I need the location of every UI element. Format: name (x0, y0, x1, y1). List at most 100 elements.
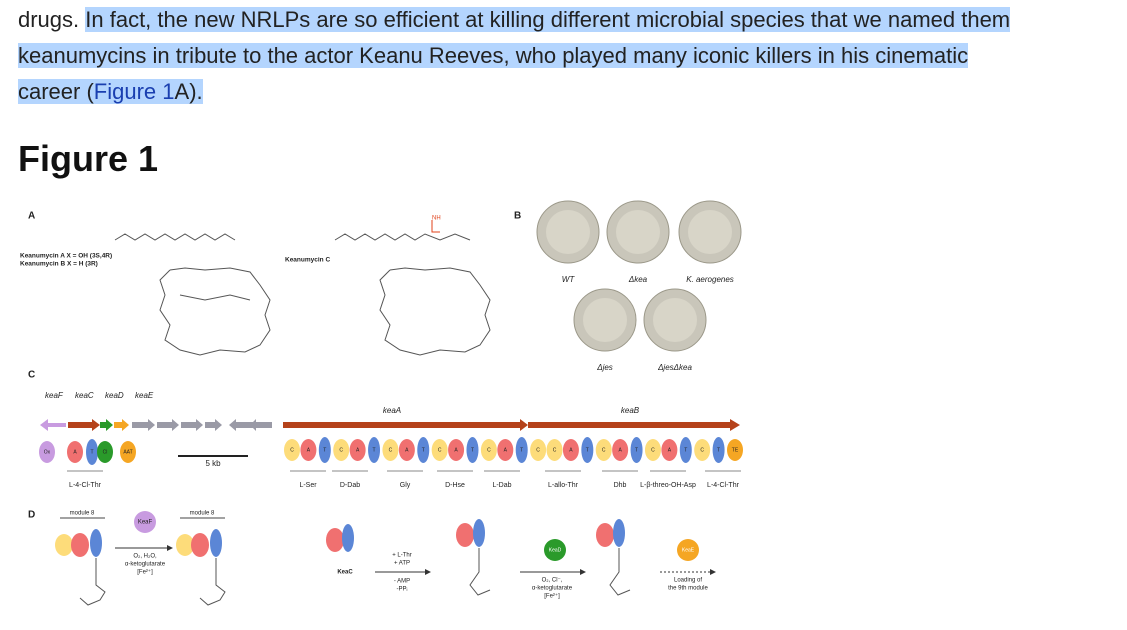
condition: α-ketoglutarate (532, 586, 573, 592)
gene-arrow (528, 419, 740, 431)
domain-label: C (602, 447, 606, 453)
domain-label: A (454, 447, 458, 453)
condition: + L-Thr (392, 553, 412, 559)
condition: + ATP (394, 561, 410, 567)
domain-label: A (668, 447, 672, 453)
domain (679, 437, 692, 463)
figure-link[interactable]: Figure 1 (93, 79, 175, 104)
domain-label: C (651, 447, 655, 453)
colony-area (583, 298, 627, 342)
domain-label: A (504, 447, 508, 453)
domain-label: C (438, 447, 442, 453)
gene-label: keaA (383, 406, 401, 415)
domain (530, 439, 547, 461)
colony-area (653, 298, 697, 342)
gene-label: keaC (75, 391, 94, 400)
domain-label: TE (732, 447, 739, 453)
domain-label: C (339, 447, 343, 453)
plate-label: Δjes (596, 363, 613, 372)
line: career (Figure 1A). (18, 74, 1010, 110)
domain (661, 439, 678, 461)
domain-label: T (471, 447, 474, 453)
substrate-label: L-4-Cl-Thr (707, 482, 740, 489)
domain-label: A (307, 447, 311, 453)
domain (417, 437, 430, 463)
substrate-label: Gly (400, 482, 411, 489)
colony-area (688, 210, 732, 254)
colony-area (616, 210, 660, 254)
plate-label: ΔjesΔkea (657, 363, 692, 372)
module-label: module 8 (190, 511, 215, 517)
paragraph: drugs. In fact, the new NRLPs are so eff… (18, 2, 1011, 110)
domain (497, 439, 514, 461)
structure: NH (114, 216, 491, 356)
condition: - AMP (394, 579, 410, 585)
domain-label: A (405, 447, 409, 453)
domain (284, 439, 300, 461)
text: A). (174, 79, 203, 104)
domain-label: C (536, 447, 540, 453)
compound-label: Keanumycin A X = OH (3S,4R) (20, 253, 112, 260)
domain (300, 439, 317, 461)
scheme (55, 511, 716, 606)
condition: the 9th module (668, 586, 708, 592)
domain (120, 441, 136, 463)
domain-label: T (422, 447, 425, 453)
condition: α-ketoglutarate (125, 562, 166, 568)
gene-label: keaD (105, 391, 124, 400)
domain (562, 439, 579, 461)
figure-heading: Figure 1 (18, 138, 159, 179)
gene-label: keaE (135, 391, 154, 400)
substrate-label: L-Dab (492, 482, 511, 489)
substrate-label: D-Hse (445, 482, 465, 489)
plate-label: WT (562, 275, 576, 284)
condition: O₂, Cl⁻, (542, 578, 563, 584)
substrate-label: Dhb (614, 482, 627, 489)
domain-label: T (373, 447, 376, 453)
domain (97, 441, 113, 463)
figure: A B C D NH Keanumycin A X = OH (3S,4R) K… (20, 200, 743, 606)
domain (480, 439, 497, 461)
domain-label: A (73, 449, 77, 455)
domain (694, 439, 711, 461)
domain (349, 439, 366, 461)
gene-arrow (68, 419, 100, 431)
substrate-label: L-allo-Thr (548, 482, 579, 489)
structure-atom: NH (432, 216, 441, 222)
substrate-label: L-Ser (299, 482, 317, 489)
module-label: module 8 (70, 511, 95, 517)
domain-label: C (290, 447, 294, 453)
domain (382, 439, 399, 461)
domain (431, 439, 448, 461)
domain (368, 437, 381, 463)
plate-label: K. aerogenes (686, 275, 734, 284)
domain-label: A (356, 447, 360, 453)
gene-arrow (114, 419, 129, 431)
enzyme-label: KeaF (138, 520, 153, 526)
compound-label: Keanumycin B X = H (3R) (20, 261, 98, 268)
condition: -PPᵢ (397, 587, 408, 593)
domain-label: T (717, 447, 720, 453)
domain (318, 437, 331, 463)
condition: Loading of (674, 578, 702, 584)
enzyme-label: KeaD (549, 547, 562, 553)
enzyme-label: KeaE (682, 547, 695, 553)
colony-area (546, 210, 590, 254)
domain-label: T (635, 447, 638, 453)
domain (644, 439, 661, 461)
domain-label: T (323, 447, 326, 453)
selected-text: In fact, the new NRLPs are so efficient … (85, 7, 1011, 32)
gene-arrows-other (132, 419, 272, 431)
panel-label: D (28, 510, 35, 521)
condition: [Fe²⁺] (544, 593, 560, 600)
domain-label: Ox (44, 449, 51, 455)
domain-label: Cl (103, 449, 108, 455)
domain (398, 439, 415, 461)
domain-label: T (586, 447, 589, 453)
domain (39, 441, 55, 463)
gene-arrow (100, 419, 113, 431)
substrate-label: L-β-threo-OH-Asp (640, 482, 696, 489)
domain (515, 437, 528, 463)
gene-arrow (40, 419, 66, 431)
